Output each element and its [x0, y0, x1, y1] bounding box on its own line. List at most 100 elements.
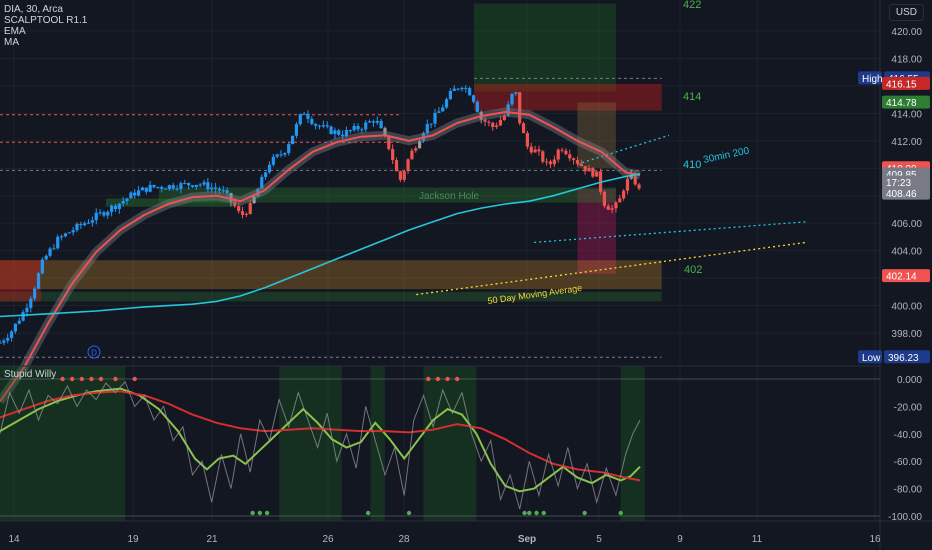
candle-body[interactable]	[290, 135, 295, 145]
candle-body[interactable]	[344, 130, 349, 137]
candle-body[interactable]	[387, 136, 391, 149]
candle-body[interactable]	[264, 172, 268, 177]
candle-body[interactable]	[163, 188, 168, 190]
candle-body[interactable]	[90, 220, 94, 223]
trendline-ma200-ext[interactable]	[577, 134, 670, 165]
candle-body[interactable]	[221, 190, 225, 192]
oscillator-axis[interactable]: 0.000 -20.00 -40.00 -60.00 -80.00 -100.00	[888, 375, 922, 523]
candle-body[interactable]	[17, 320, 21, 324]
candle-body[interactable]	[391, 148, 395, 161]
candle-body[interactable]	[117, 203, 121, 210]
candle-body[interactable]	[244, 213, 248, 215]
candle-body[interactable]	[468, 88, 472, 96]
candle-body[interactable]	[156, 186, 160, 188]
candle-body[interactable]	[402, 171, 406, 180]
candle-body[interactable]	[521, 123, 526, 134]
candle-body[interactable]	[448, 90, 453, 100]
candle-body[interactable]	[483, 119, 487, 122]
candle-body[interactable]	[233, 201, 237, 207]
candle-body[interactable]	[529, 146, 533, 153]
candle-body[interactable]	[29, 298, 33, 308]
candle-body[interactable]	[375, 120, 379, 123]
candle-body[interactable]	[633, 174, 637, 185]
candle-body[interactable]	[414, 148, 418, 151]
candle-body[interactable]	[306, 113, 310, 119]
candle-body[interactable]	[564, 150, 568, 155]
candle-body[interactable]	[59, 236, 64, 238]
candle-body[interactable]	[602, 191, 606, 206]
candle-body[interactable]	[71, 230, 75, 233]
candle-body[interactable]	[75, 223, 79, 231]
candle-body[interactable]	[568, 154, 572, 159]
candle-body[interactable]	[302, 113, 306, 115]
candle-body[interactable]	[518, 92, 522, 124]
candle-body[interactable]	[56, 236, 60, 249]
candle-body[interactable]	[379, 120, 383, 129]
candle-body[interactable]	[452, 88, 456, 91]
candle-body[interactable]	[98, 212, 102, 214]
candle-body[interactable]	[541, 151, 545, 162]
candle-body[interactable]	[83, 223, 87, 226]
candle-body[interactable]	[210, 187, 214, 190]
osc-line-slow[interactable]	[0, 390, 641, 482]
candle-body[interactable]	[579, 163, 583, 166]
time-axis[interactable]: 14 19 21 26 28 Sep 5 9 11 16	[8, 534, 881, 545]
candle-body[interactable]	[198, 184, 202, 186]
trendline-ma50[interactable]	[416, 241, 807, 296]
candle-body[interactable]	[352, 126, 356, 131]
candle-body[interactable]	[329, 126, 333, 135]
candle-body[interactable]	[475, 101, 479, 112]
candle-body[interactable]	[498, 119, 503, 126]
candle-body[interactable]	[433, 112, 437, 124]
candle-body[interactable]	[587, 167, 591, 172]
price-candles[interactable]	[0, 85, 641, 346]
candle-body[interactable]	[21, 312, 25, 321]
candle-body[interactable]	[367, 121, 372, 123]
candle-body[interactable]	[314, 124, 318, 126]
candle-body[interactable]	[321, 125, 325, 127]
candle-body[interactable]	[556, 149, 560, 160]
candle-body[interactable]	[237, 206, 241, 212]
candle-body[interactable]	[341, 134, 345, 137]
candle-body[interactable]	[25, 307, 29, 313]
candle-body[interactable]	[356, 126, 360, 130]
candle-body[interactable]	[179, 183, 183, 190]
candle-body[interactable]	[525, 133, 529, 147]
candle-body[interactable]	[552, 159, 556, 165]
candle-body[interactable]	[606, 205, 610, 210]
trendline-lower-blue[interactable]	[534, 221, 807, 244]
candle-body[interactable]	[595, 171, 599, 177]
candle-body[interactable]	[502, 115, 506, 120]
candle-body[interactable]	[9, 331, 14, 338]
candle-body[interactable]	[537, 149, 541, 152]
candle-body[interactable]	[206, 182, 210, 190]
candle-body[interactable]	[283, 153, 287, 155]
candle-body[interactable]	[44, 255, 48, 260]
candle-body[interactable]	[460, 87, 464, 90]
ema-line[interactable]	[0, 110, 641, 403]
candle-body[interactable]	[637, 184, 641, 189]
candle-body[interactable]	[106, 211, 110, 216]
candle-body[interactable]	[560, 149, 564, 151]
currency-button[interactable]: USD	[888, 4, 924, 21]
candle-body[interactable]	[437, 111, 441, 113]
candle-body[interactable]	[133, 192, 137, 196]
candle-body[interactable]	[148, 184, 152, 192]
candle-body[interactable]	[275, 154, 279, 157]
candle-body[interactable]	[94, 212, 98, 221]
candle-body[interactable]	[618, 198, 622, 203]
candle-body[interactable]	[287, 144, 291, 154]
candle-body[interactable]	[410, 150, 414, 160]
candle-body[interactable]	[187, 182, 191, 186]
candle-body[interactable]	[456, 88, 460, 90]
candle-body[interactable]	[136, 190, 141, 196]
candle-body[interactable]	[294, 124, 299, 136]
candle-body[interactable]	[6, 337, 10, 341]
candle-body[interactable]	[121, 200, 125, 204]
candle-body[interactable]	[444, 99, 449, 108]
candle-body[interactable]	[160, 186, 164, 189]
candle-body[interactable]	[171, 185, 175, 189]
candle-body[interactable]	[325, 125, 329, 127]
candle-body[interactable]	[271, 156, 275, 165]
candle-body[interactable]	[418, 140, 422, 149]
